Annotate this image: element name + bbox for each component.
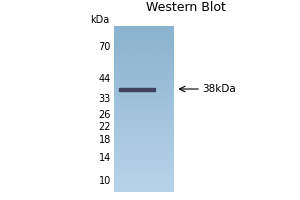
Text: 26: 26 [99, 110, 111, 120]
Text: 14: 14 [99, 153, 111, 163]
Text: kDa: kDa [90, 15, 110, 25]
Text: 38kDa: 38kDa [202, 84, 236, 94]
Text: 70: 70 [99, 42, 111, 52]
Bar [119, 88, 155, 91]
Text: 33: 33 [99, 94, 111, 104]
Text: 44: 44 [99, 74, 111, 84]
Text: 22: 22 [98, 122, 111, 132]
Text: 10: 10 [99, 176, 111, 186]
Text: 18: 18 [99, 135, 111, 145]
Text: Western Blot: Western Blot [146, 1, 226, 14]
